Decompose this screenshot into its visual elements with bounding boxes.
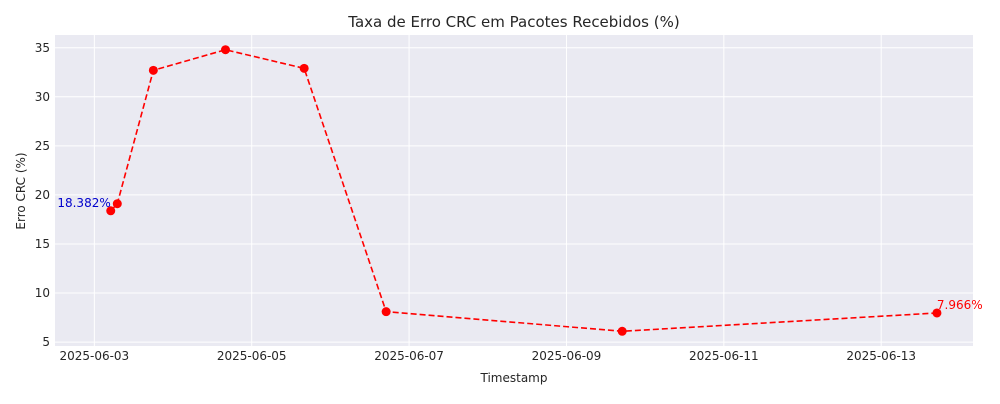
y-tick-label: 15 xyxy=(35,237,50,251)
series-lines xyxy=(110,48,937,333)
x-tick-label: 2025-06-05 xyxy=(217,349,287,363)
y-axis-label: Erro CRC (%) xyxy=(14,152,28,229)
data-point xyxy=(381,307,391,317)
series-points xyxy=(106,45,942,336)
y-tick-label: 35 xyxy=(35,41,50,55)
x-tick-label: 2025-06-09 xyxy=(532,349,602,363)
data-point xyxy=(112,199,122,209)
series-line xyxy=(110,48,937,333)
y-tick-label: 20 xyxy=(35,188,50,202)
grid-lines xyxy=(55,35,973,346)
y-tick-label: 10 xyxy=(35,286,50,300)
x-tick-label: 2025-06-11 xyxy=(689,349,759,363)
data-point xyxy=(932,308,942,318)
data-point xyxy=(106,206,116,216)
annotations: 18.382% 7.966% xyxy=(57,196,982,312)
data-point xyxy=(299,63,309,73)
x-tick-labels: 2025-06-03 2025-06-05 2025-06-07 2025-06-09… xyxy=(59,349,916,363)
data-label: 18.382% xyxy=(57,196,110,210)
data-point xyxy=(148,65,158,75)
chart-title: Taxa de Erro CRC em Pacotes Recebidos (%… xyxy=(347,13,679,31)
y-tick-label: 30 xyxy=(35,90,50,104)
x-tick-label: 2025-06-03 xyxy=(59,349,129,363)
data-point xyxy=(220,45,230,55)
x-tick-label: 2025-06-13 xyxy=(846,349,916,363)
y-tick-label: 5 xyxy=(42,335,50,349)
y-tick-labels: 5 10 15 20 25 30 35 xyxy=(35,41,50,349)
data-point xyxy=(617,326,627,336)
plot-area xyxy=(55,35,973,346)
x-axis-label: Timestamp xyxy=(480,371,548,385)
data-label: 7.966% xyxy=(937,298,983,312)
x-tick-label: 2025-06-07 xyxy=(374,349,444,363)
y-tick-label: 25 xyxy=(35,139,50,153)
